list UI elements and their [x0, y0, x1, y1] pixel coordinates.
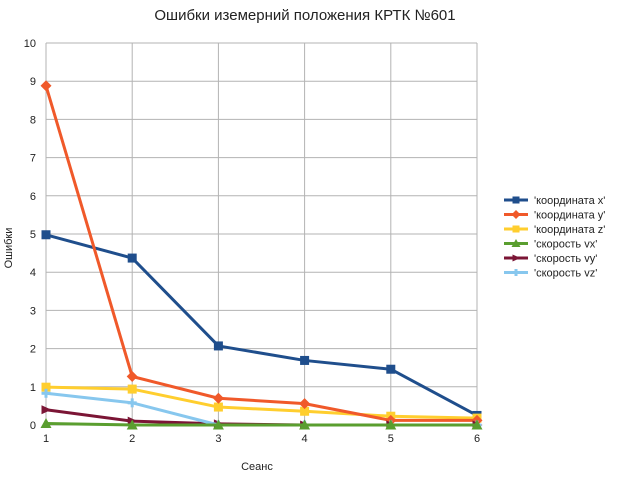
- data-point: [300, 406, 310, 416]
- grid: [45, 42, 478, 426]
- y-axis-label: Ошибки: [3, 228, 15, 269]
- y-tick-label: 0: [30, 420, 36, 432]
- legend-label: 'скорость vz': [534, 268, 597, 280]
- y-tick-label: 4: [30, 267, 36, 279]
- y-tick-label: 10: [24, 38, 36, 50]
- series-line: [45, 421, 477, 427]
- data-point: [512, 254, 521, 262]
- data-point: [512, 196, 520, 204]
- series-layer: [40, 80, 483, 430]
- data-point: [300, 355, 310, 365]
- data-point: [213, 402, 223, 412]
- x-tick-labels: 1 2 3 4 5 6: [43, 433, 480, 445]
- legend-item: 'скорость vx': [504, 239, 597, 251]
- data-point: [126, 419, 138, 430]
- legend-item: 'координата z': [504, 224, 605, 236]
- x-tick-label: 4: [302, 433, 308, 445]
- y-tick-label: 3: [30, 305, 36, 317]
- data-point: [471, 419, 483, 430]
- chart-title: Ошибки иземерний положения КРТК №601: [154, 7, 455, 24]
- data-point: [512, 225, 520, 233]
- data-point: [40, 417, 52, 428]
- data-point: [41, 382, 51, 392]
- legend: 'координата x' 'координата y' 'координата …: [504, 195, 605, 280]
- y-tick-label: 2: [30, 344, 36, 356]
- series-2: [40, 80, 483, 426]
- series-4: [40, 417, 483, 430]
- data-point: [40, 80, 52, 92]
- data-point: [512, 269, 520, 276]
- x-tick-label: 1: [43, 433, 49, 445]
- y-tick-label: 6: [30, 191, 36, 203]
- data-point: [41, 388, 51, 398]
- data-point: [511, 239, 521, 247]
- legend-label: 'скорость vx': [534, 239, 597, 251]
- y-tick-label: 8: [30, 114, 36, 126]
- x-axis-label: Сеанс: [241, 461, 273, 473]
- legend-item: 'координата x': [504, 195, 605, 207]
- y-tick-labels: 0 1 2 3 4 5 6 7 8 9 10: [24, 38, 36, 432]
- data-point: [299, 419, 311, 430]
- data-point: [41, 405, 52, 415]
- legend-label: 'скорость vy': [534, 253, 597, 265]
- y-tick-label: 5: [30, 229, 36, 241]
- data-point: [385, 419, 397, 430]
- series-line: [44, 85, 477, 422]
- x-tick-label: 6: [474, 433, 480, 445]
- legend-label: 'координата y': [534, 210, 605, 222]
- y-tick-label: 7: [30, 153, 36, 165]
- y-tick-label: 9: [30, 76, 36, 88]
- data-point: [213, 341, 223, 351]
- data-point: [127, 253, 137, 263]
- data-point: [127, 384, 137, 394]
- data-point: [126, 370, 138, 382]
- legend-label: 'координата x': [534, 195, 605, 207]
- data-point: [299, 398, 311, 410]
- legend-item: 'скорость vy': [504, 253, 597, 265]
- legend-label: 'координата z': [534, 224, 605, 236]
- series-line: [45, 385, 478, 420]
- x-tick-label: 3: [215, 433, 221, 445]
- data-point: [386, 364, 396, 374]
- data-point: [41, 230, 51, 240]
- data-point: [212, 392, 224, 404]
- legend-item: 'скорость vz': [504, 268, 597, 280]
- data-point: [127, 398, 137, 408]
- y-tick-label: 1: [30, 382, 36, 394]
- data-point: [511, 210, 521, 219]
- x-tick-label: 2: [129, 433, 135, 445]
- series-line: [45, 233, 478, 417]
- legend-item: 'координата y': [504, 210, 605, 222]
- x-tick-label: 5: [388, 433, 394, 445]
- series-1: [41, 230, 482, 420]
- data-point: [212, 419, 224, 430]
